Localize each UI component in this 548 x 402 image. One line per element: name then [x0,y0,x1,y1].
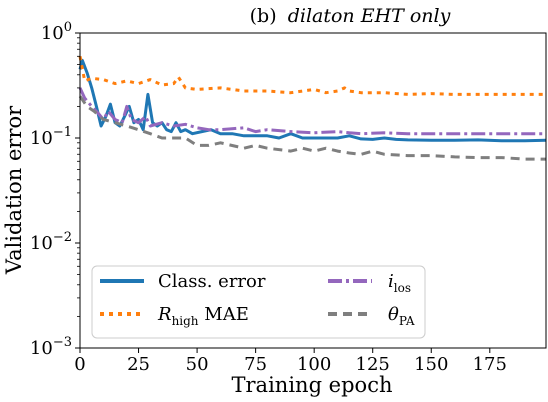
series-layer [78,56,547,161]
x-tick-label: 25 [127,354,150,375]
x-tick-label: 0 [74,354,85,375]
x-tick-label: 75 [244,354,267,375]
x-axis-label: Training epoch [232,373,393,397]
y-tick-label: 10−2 [30,230,72,254]
legend-label-1: Rhigh MAE [157,304,249,328]
legend-label-0: Class. error [158,271,266,292]
series-line-1 [78,56,546,96]
y-tick-label: 10−3 [30,335,72,359]
plot-frame [79,32,547,349]
x-tick-label: 125 [356,354,390,375]
x-tick-label: 100 [297,354,331,375]
series-line-3 [78,95,546,161]
legend-box [91,265,426,339]
y-tick-label: 10−1 [30,125,72,149]
y-axis-label: Validation error [2,105,26,275]
x-tick-label: 175 [473,354,507,375]
chart-title-prefix: (b) [250,5,277,27]
chart-title: (b) dilaton EHT only [250,5,451,27]
x-tick-label: 150 [414,354,448,375]
legend: Class. error Rhigh MAE ilos θPA [91,265,426,339]
y-tick-label: 100 [41,20,72,44]
y-axis: 100 10−1 10−2 10−3 [30,20,80,359]
x-axis: 0 25 50 75 100 125 150 175 [74,348,507,375]
chart-title-text: dilaton EHT only [288,5,451,27]
legend-label-2: ilos [388,271,411,295]
x-tick-label: 50 [186,354,209,375]
legend-label-3: θPA [388,304,415,328]
series-line-2 [78,87,546,136]
